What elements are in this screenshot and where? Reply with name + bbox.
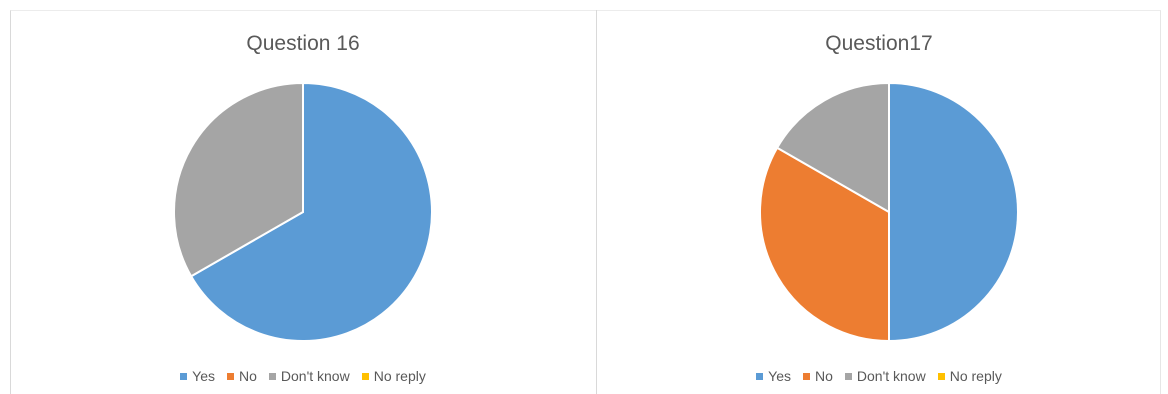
chart-title: Question17 — [825, 32, 933, 55]
pie-chart — [759, 81, 1019, 343]
legend-label: Don't know — [856, 368, 926, 384]
legend-swatch — [937, 372, 945, 380]
chart-question-16: Question 16 Yes No Don't know No reply — [10, 10, 596, 394]
chart-legend: Yes No Don't know No reply — [10, 368, 596, 384]
legend-swatch — [844, 372, 852, 380]
pie-slice-don-t-know — [173, 81, 304, 278]
legend-item-no-reply: No reply — [937, 368, 1002, 384]
legend-item-no-reply: No reply — [361, 368, 426, 384]
pie-slice-no — [759, 146, 890, 343]
legend-label: No — [814, 368, 833, 384]
legend-label: No reply — [373, 368, 426, 384]
chart-question-17: Question17 Yes No Don't know No reply — [597, 10, 1161, 394]
legend-item-no: No — [226, 368, 257, 384]
chart-legend: Yes No Don't know No reply — [597, 368, 1161, 384]
legend-swatch — [802, 372, 810, 380]
legend-item-no: No — [802, 368, 833, 384]
legend-label: Don't know — [280, 368, 350, 384]
legend-label: No reply — [949, 368, 1002, 384]
legend-swatch — [226, 372, 234, 380]
legend-label: No — [238, 368, 257, 384]
legend-swatch — [361, 372, 369, 380]
legend-item-yes: Yes — [756, 368, 791, 384]
legend-label: Yes — [768, 368, 791, 384]
pie-slice-yes — [189, 81, 433, 342]
chart-title: Question 16 — [246, 32, 360, 55]
pie-chart — [173, 81, 433, 342]
pie-slice-don-t-know — [775, 81, 890, 214]
chart-divider — [596, 10, 597, 394]
chart-frame — [10, 10, 1161, 394]
legend-item-yes: Yes — [180, 368, 215, 384]
legend-swatch — [268, 372, 276, 380]
pie-slice-yes — [888, 81, 1019, 343]
legend-item-dont-know: Don't know — [268, 368, 350, 384]
legend-swatch — [180, 372, 188, 380]
legend-swatch — [756, 372, 764, 380]
legend-label: Yes — [192, 368, 215, 384]
legend-item-dont-know: Don't know — [844, 368, 926, 384]
